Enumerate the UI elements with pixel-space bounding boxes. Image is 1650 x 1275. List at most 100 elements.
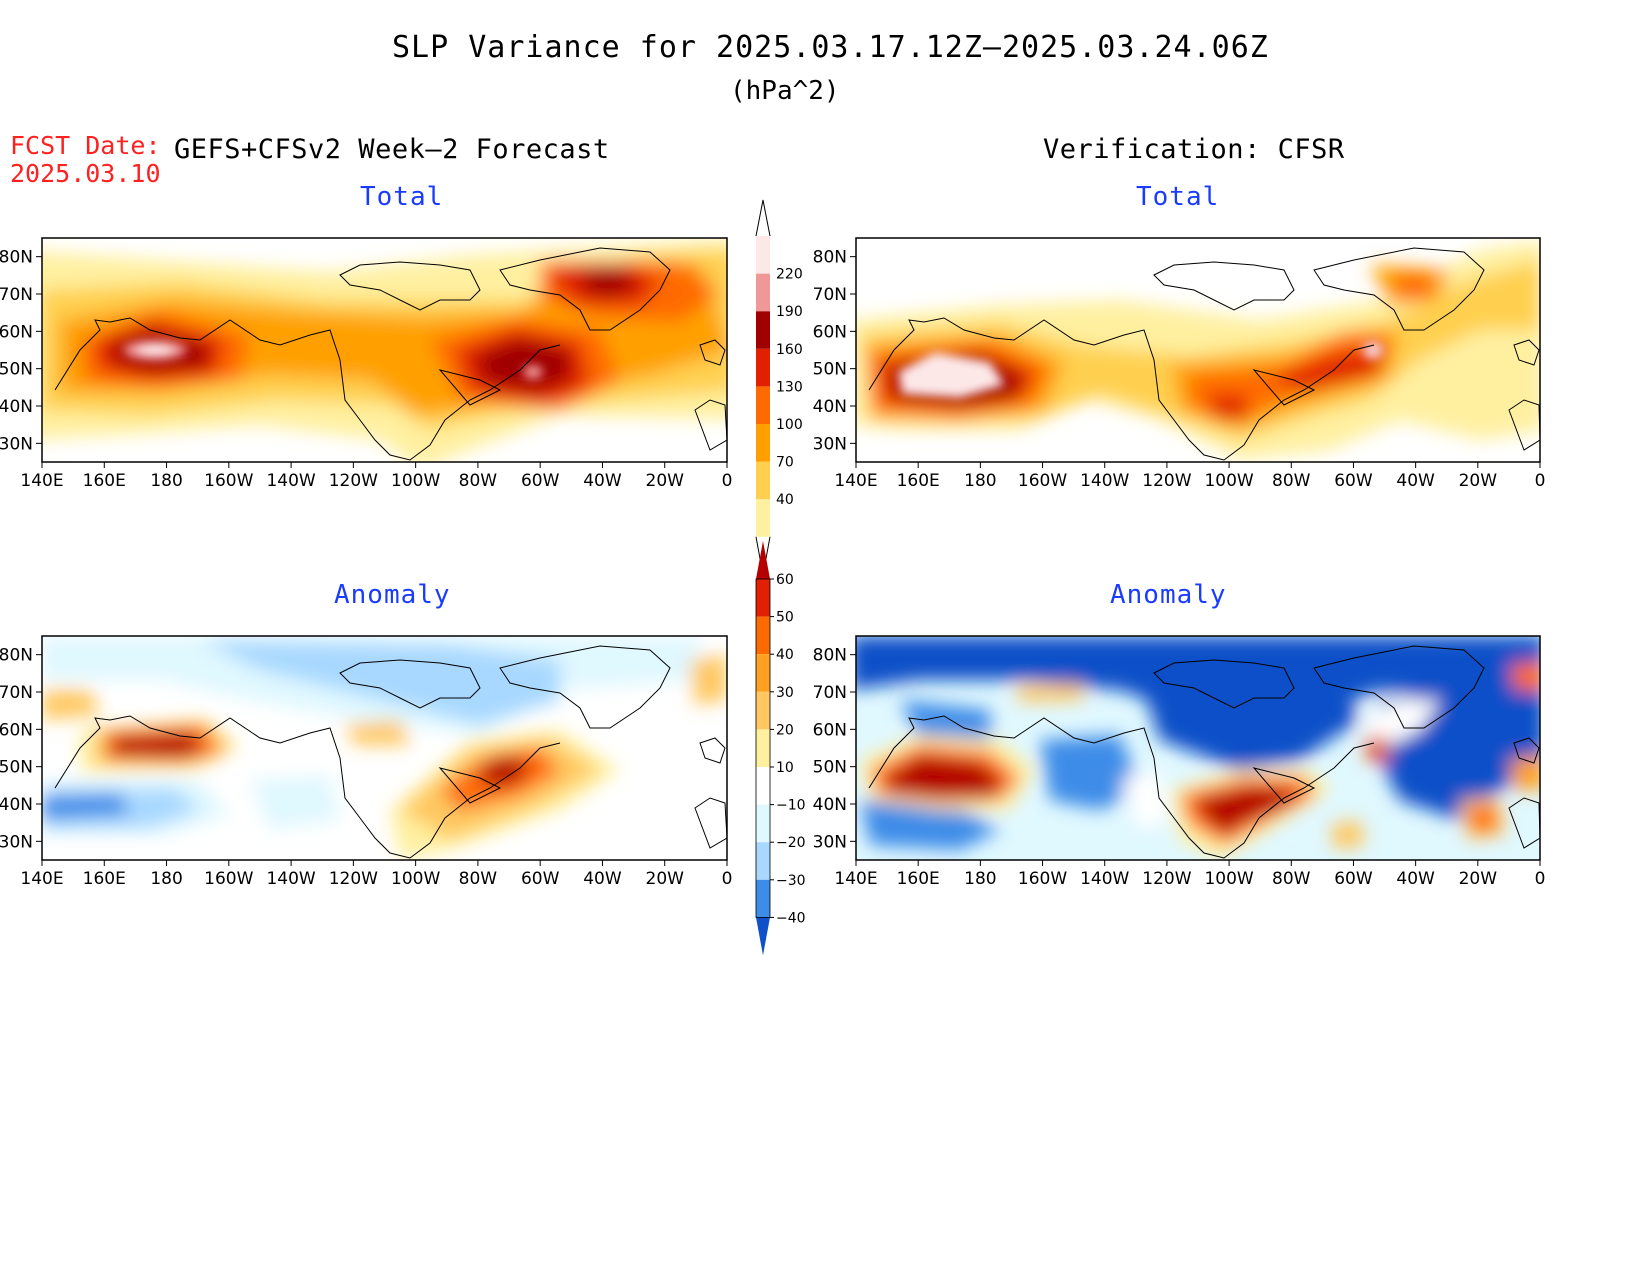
colorbar-anomaly-swatch xyxy=(756,729,770,767)
lon-tick-label: 180 xyxy=(964,471,996,491)
lon-tick-label: 100W xyxy=(391,471,440,491)
lon-tick-label: 20W xyxy=(646,869,685,889)
colorbar-anomaly-label: 30 xyxy=(776,685,794,701)
lat-tick-label: 70N xyxy=(813,285,847,305)
lon-tick-label: 160W xyxy=(1018,471,1067,491)
lat-tick-label: 30N xyxy=(0,832,33,852)
frame-forecast-total xyxy=(41,237,728,463)
map-panel-verification-anomaly xyxy=(856,636,1540,860)
panel-title-forecast-total: Total xyxy=(360,182,444,212)
coastlines xyxy=(54,247,1540,859)
units-label: (hPa^2) xyxy=(730,76,840,106)
lon-tick-label: 140W xyxy=(266,869,315,889)
lon-tick-label: 160E xyxy=(897,471,940,491)
colorbar-total-swatch xyxy=(756,311,770,349)
colorbar-anomaly-label: −40 xyxy=(776,910,806,926)
colorbar-anomaly-label: −30 xyxy=(776,873,806,889)
colorbar-total: 40 70 100 130 160 190 220 xyxy=(755,199,803,575)
colorbar-total-swatch xyxy=(756,236,770,274)
lon-tick-label: 60W xyxy=(1334,869,1373,889)
colorbar-anomaly-bottom-cap xyxy=(756,917,770,956)
frame-forecast-anomaly xyxy=(41,635,728,861)
main-title: SLP Variance for 2025.03.17.12Z–2025.03.… xyxy=(392,30,1269,65)
lon-tick-label: 160W xyxy=(204,471,253,491)
lat-tick-label: 40N xyxy=(813,397,847,417)
lon-tick-label: 140E xyxy=(834,471,877,491)
lon-tick-label: 160E xyxy=(897,869,940,889)
colorbar-total-label: 130 xyxy=(776,379,803,395)
lon-tick-label: 120W xyxy=(329,471,378,491)
lat-tick-label: 80N xyxy=(0,646,33,666)
lat-tick-label: 70N xyxy=(0,683,33,703)
lat-tick-label: 70N xyxy=(0,285,33,305)
lon-tick-label: 20W xyxy=(1459,471,1498,491)
axes-layer: 140E 160E 180 160W 140W 120W 100W 80W 60W 40W 20W 0… xyxy=(0,248,1545,889)
lon-tick-label: 100W xyxy=(1204,869,1253,889)
lon-tick-label: 40W xyxy=(583,471,622,491)
colorbar-anomaly-label: 50 xyxy=(776,610,794,626)
frame-verification-total xyxy=(855,237,1541,463)
lat-tick-label: 80N xyxy=(813,248,847,268)
lon-tick-label: 80W xyxy=(459,471,498,491)
colorbar-total-swatch xyxy=(756,424,770,462)
lon-tick-label: 40W xyxy=(1396,471,1435,491)
lon-tick-label: 0 xyxy=(722,471,733,491)
lon-tick-label: 160W xyxy=(204,869,253,889)
lat-tick-label: 60N xyxy=(813,720,847,740)
colorbar-total-top-cap xyxy=(755,199,771,237)
colorbar-total-label: 160 xyxy=(776,342,803,358)
colorbar-total-label: 190 xyxy=(776,304,803,320)
lon-tick-label: 20W xyxy=(646,471,685,491)
panel-title-verification-total: Total xyxy=(1136,182,1220,212)
lat-tick-label: 50N xyxy=(0,758,33,778)
lon-tick-label: 100W xyxy=(1204,471,1253,491)
colorbar-total-swatch xyxy=(756,461,770,500)
lon-tick-label: 40W xyxy=(1396,869,1435,889)
lon-tick-label: 80W xyxy=(459,869,498,889)
map-panel-forecast-total xyxy=(42,238,727,462)
colorbar-total-label: 100 xyxy=(776,417,803,433)
colorbar-anomaly: 60 50 40 30 20 10 −10 −20 −30 −40 xyxy=(755,541,806,956)
lat-tick-label: 60N xyxy=(0,322,33,342)
colorbar-anomaly-label: −10 xyxy=(776,798,806,814)
lat-tick-label: 30N xyxy=(813,832,847,852)
lon-tick-label: 0 xyxy=(722,869,733,889)
colorbar-anomaly-label: 10 xyxy=(776,760,794,776)
map-panel-verification-total xyxy=(856,238,1540,462)
lat-tick-label: 30N xyxy=(813,434,847,454)
lon-tick-label: 60W xyxy=(521,471,560,491)
map-panel-forecast-anomaly xyxy=(42,636,727,860)
lat-tick-label: 30N xyxy=(0,434,33,454)
colorbar-anomaly-label: 60 xyxy=(776,572,794,588)
colorbar-total-swatch xyxy=(756,348,770,387)
colorbar-total-label: 70 xyxy=(776,455,794,471)
lon-tick-label: 120W xyxy=(329,869,378,889)
lon-tick-label: 120W xyxy=(1142,471,1191,491)
lon-tick-label: 180 xyxy=(150,471,182,491)
lat-tick-label: 40N xyxy=(0,397,33,417)
panel-title-verification-anomaly: Anomaly xyxy=(1110,580,1227,610)
colorbar-anomaly-label: 20 xyxy=(776,722,794,738)
colorbar-anomaly-swatch xyxy=(756,616,770,655)
lon-tick-label: 160E xyxy=(83,869,126,889)
lon-tick-label: 160W xyxy=(1018,869,1067,889)
lon-tick-label: 140E xyxy=(20,471,63,491)
lon-tick-label: 20W xyxy=(1459,869,1498,889)
lat-tick-label: 50N xyxy=(0,360,33,380)
lat-tick-label: 80N xyxy=(813,646,847,666)
lat-tick-label: 80N xyxy=(0,248,33,268)
lon-tick-label: 140W xyxy=(1080,869,1129,889)
colorbar-anomaly-label: 40 xyxy=(776,647,794,663)
lon-tick-label: 60W xyxy=(1334,471,1373,491)
colorbar-anomaly-swatch xyxy=(756,804,770,843)
lon-tick-label: 140W xyxy=(1080,471,1129,491)
colorbar-anomaly-swatch xyxy=(756,654,770,692)
lat-tick-label: 40N xyxy=(813,795,847,815)
lon-tick-label: 140W xyxy=(266,471,315,491)
verification-header: Verification: CFSR xyxy=(1043,134,1345,165)
colorbar-anomaly-swatch xyxy=(756,767,770,805)
colorbar-total-label: 40 xyxy=(776,492,794,508)
lat-tick-label: 40N xyxy=(0,795,33,815)
panel-title-forecast-anomaly: Anomaly xyxy=(334,580,451,610)
fcst-date-label: FCST Date: xyxy=(10,131,161,160)
